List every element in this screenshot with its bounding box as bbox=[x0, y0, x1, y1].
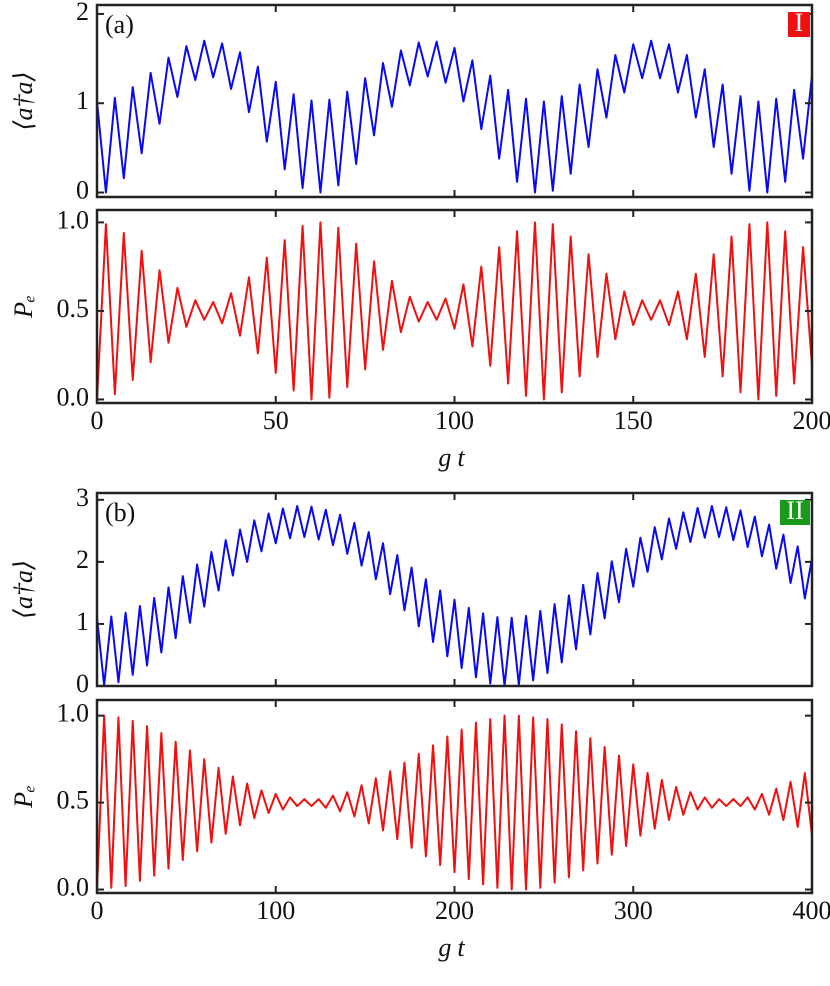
curve bbox=[96, 221, 813, 401]
plot-frame bbox=[95, 3, 814, 199]
x-tick-label: 200 bbox=[435, 896, 474, 925]
x-tick-label: 200 bbox=[793, 406, 830, 435]
y-axis-label: ⟨a†a⟩ bbox=[9, 71, 38, 130]
x-tick-label: 400 bbox=[793, 896, 830, 925]
x-tick-label: 0 bbox=[91, 406, 104, 435]
badge-label: II bbox=[786, 496, 803, 525]
y-tick-label: 3 bbox=[76, 483, 89, 512]
badge-label: I bbox=[795, 8, 804, 37]
y-tick-label: 0.0 bbox=[57, 872, 90, 901]
panel-label: (a) bbox=[105, 10, 134, 39]
y-tick-label: 1.0 bbox=[57, 699, 90, 728]
badge-box bbox=[780, 500, 810, 525]
curve bbox=[96, 505, 813, 687]
y-axis-label: Pₑ bbox=[9, 295, 38, 319]
curve bbox=[96, 714, 813, 891]
y-tick-label: 1 bbox=[76, 607, 89, 636]
x-axis-label: gt bbox=[438, 933, 470, 962]
panel-label: (b) bbox=[105, 498, 135, 527]
x-tick-label: 50 bbox=[263, 406, 289, 435]
x-axis-label: gt bbox=[438, 443, 470, 472]
badge-box bbox=[788, 12, 810, 37]
y-tick-label: 0 bbox=[76, 669, 89, 698]
y-tick-label: 0 bbox=[76, 176, 89, 205]
plot-frame bbox=[95, 208, 814, 405]
x-tick-label: 100 bbox=[256, 896, 295, 925]
y-tick-label: 0.5 bbox=[57, 294, 90, 323]
plot-frame bbox=[95, 491, 814, 688]
x-tick-label: 0 bbox=[91, 896, 104, 925]
y-tick-label: 2 bbox=[76, 545, 89, 574]
x-tick-label: 300 bbox=[614, 896, 653, 925]
y-tick-label: 1.0 bbox=[57, 205, 90, 234]
y-axis-label: ⟨a†a⟩ bbox=[9, 560, 38, 619]
y-tick-label: 2 bbox=[76, 0, 89, 26]
x-tick-label: 150 bbox=[614, 406, 653, 435]
y-axis-label: Pₑ bbox=[9, 785, 38, 809]
y-tick-label: 0.5 bbox=[57, 786, 90, 815]
x-tick-label: 100 bbox=[435, 406, 474, 435]
curve bbox=[96, 39, 813, 194]
y-tick-label: 1 bbox=[76, 86, 89, 115]
y-tick-label: 0.0 bbox=[57, 382, 90, 411]
